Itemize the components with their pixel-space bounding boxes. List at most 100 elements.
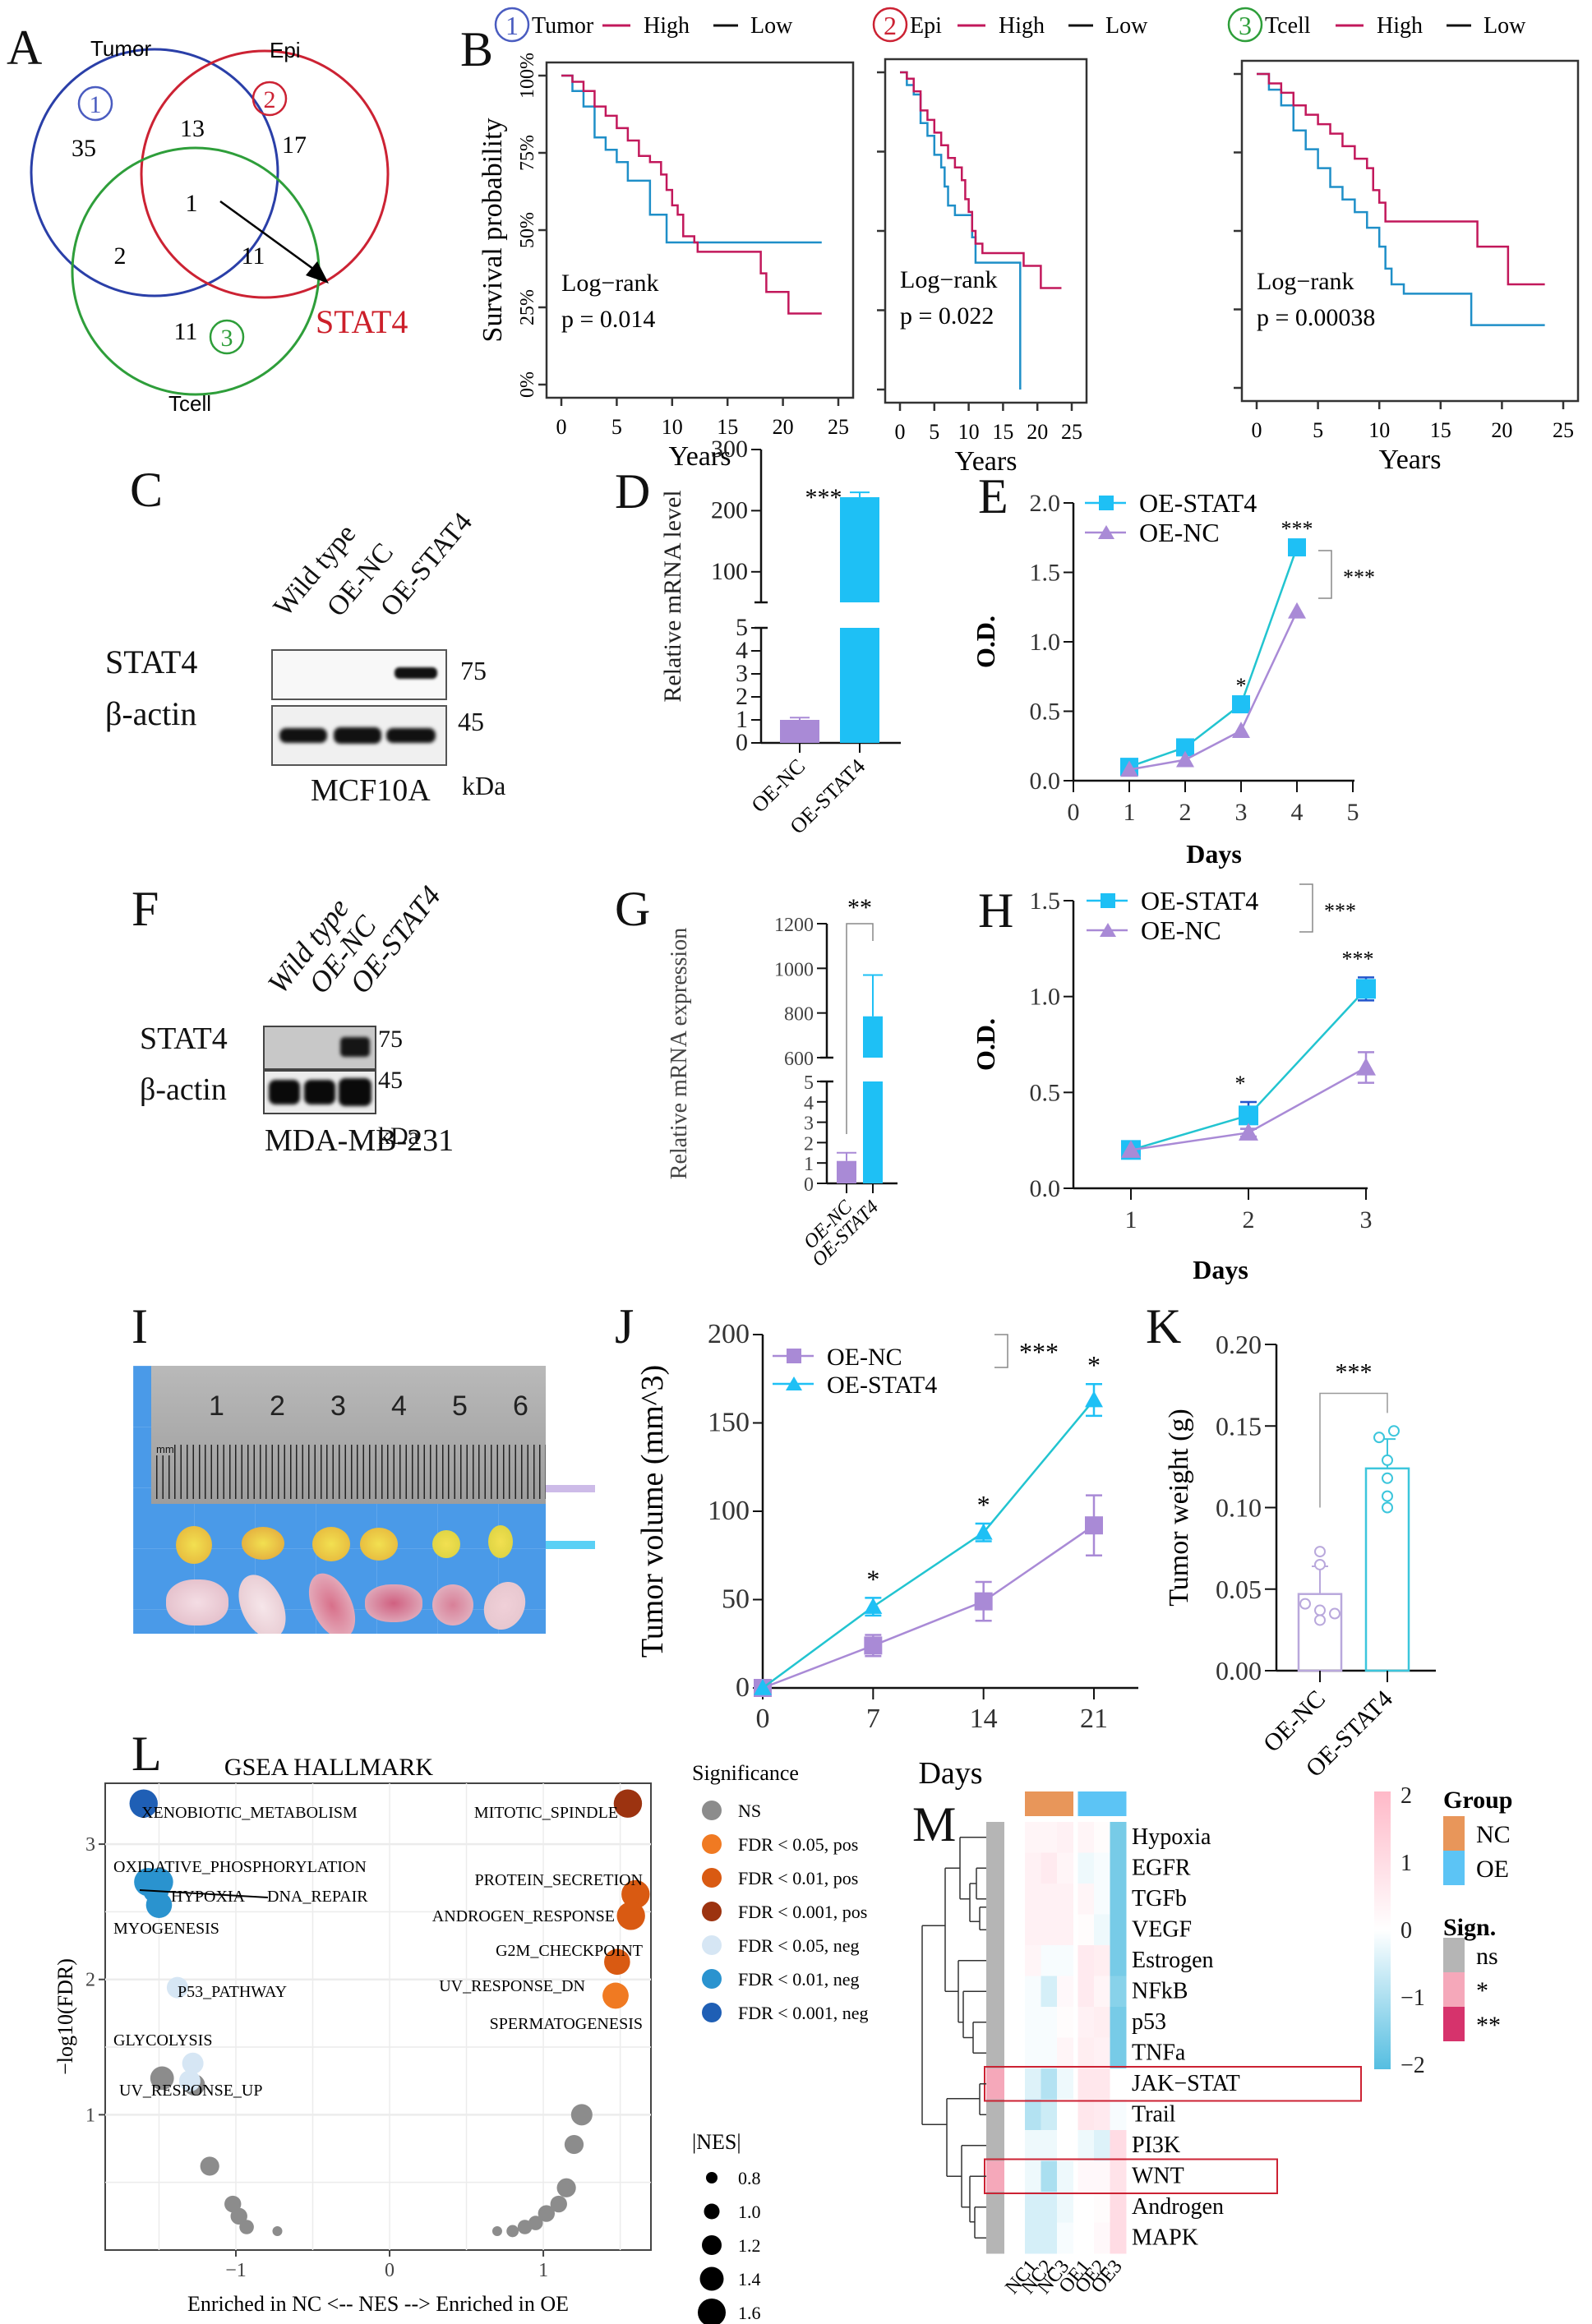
panel-label-c: C [130, 463, 164, 517]
legend-label: FDR < 0.001, pos [738, 1902, 867, 1922]
stat-test-label: Log−rank [900, 266, 998, 293]
data-point [1314, 1546, 1326, 1558]
ruler: mm [151, 1366, 546, 1504]
x-tick-label: 10 [958, 420, 980, 444]
data-point [613, 1789, 643, 1818]
point-label: DNA_REPAIR [267, 1888, 368, 1906]
y-tick-label: 2 [736, 683, 748, 710]
y-tick-label: 100 [711, 558, 748, 585]
heatmap-cell [1057, 2130, 1073, 2161]
x-axis-label: Days [1186, 839, 1242, 869]
row-label: VEGF [1132, 1917, 1192, 1943]
stat-test-label: Log−rank [1257, 268, 1354, 295]
blot-band [395, 667, 437, 679]
blot-band [279, 728, 327, 743]
group-marker-oe [546, 1541, 595, 1549]
series-line [1128, 546, 1299, 768]
km-plot-tumor: 1 Tumor High Low 0 5 10 15 20 25 Years 0% 25% 50% 75% 1… [478, 7, 855, 472]
heatmap-cell [1057, 2068, 1073, 2100]
heatmap-cell [1077, 1976, 1095, 2008]
y-tick-label: 0.0 [1030, 1175, 1061, 1202]
heatmap-cell [1041, 1884, 1058, 1915]
subplot-number-badge [1227, 7, 1263, 43]
heatmap-cell [1077, 2037, 1095, 2069]
legend-swatch [1443, 1816, 1465, 1851]
venn-number: 3 [221, 325, 233, 352]
data-point-triangle [1239, 1123, 1258, 1141]
km-plot-tcell: 3 Tcell High Low 0 5 10 15 20 25 Years Log−rank p = … [1227, 7, 1580, 475]
color-scale-bar [1374, 1791, 1391, 2069]
tumor-nc [176, 1526, 212, 1564]
legend-label-high: High [644, 13, 690, 39]
series-line [762, 1524, 1095, 1690]
km-curve-high [1257, 72, 1545, 286]
x-tick-label: 15 [1430, 418, 1451, 442]
panel-label-f: F [132, 882, 159, 936]
panel-label-a: A [7, 21, 43, 75]
x-tick-label: 20 [1491, 418, 1512, 442]
legend-label: FDR < 0.01, pos [738, 1868, 858, 1888]
heatmap-cell [1077, 1884, 1095, 1915]
tumor-nc [488, 1525, 513, 1558]
data-point-square [974, 1592, 993, 1611]
y-axis-label: O.D. [971, 1018, 1000, 1071]
heatmap-cell [1025, 1852, 1041, 1884]
heatmap-cell [1110, 2130, 1127, 2161]
heatmap-cell [1057, 2037, 1073, 2069]
y-tick-label: 200 [711, 496, 748, 523]
point-significance: * [1236, 674, 1247, 698]
data-point-triangle [1356, 1058, 1376, 1076]
panel-label-b: B [460, 22, 494, 76]
venn-region-count: 2 [114, 242, 127, 270]
legend-label: OE-NC [1141, 915, 1221, 945]
heatmap-cell [1025, 2192, 1041, 2223]
data-point [556, 2178, 576, 2197]
subplot-number: 1 [505, 11, 519, 40]
heatmap-cell [1110, 1884, 1127, 1915]
row-label: EGFR [1132, 1856, 1191, 1881]
data-point-triangle [1232, 722, 1250, 738]
y-tick-label: 0.20 [1216, 1330, 1262, 1359]
y-tick-label: 600 [784, 1049, 814, 1070]
heatmap-cell [1094, 1914, 1110, 1946]
y-tick-label: 300 [711, 436, 748, 463]
row-label: WNT [1132, 2164, 1184, 2189]
p-value-label: p = 0.014 [561, 306, 655, 333]
venn-set-label: Epi [270, 38, 301, 62]
legend-swatch [702, 1834, 722, 1854]
legend-title: Group [1443, 1787, 1512, 1814]
x-axis-label: Days [918, 1756, 982, 1791]
data-point [230, 2207, 247, 2225]
heatmap-cell [1077, 1914, 1095, 1946]
heatmap-cell [1041, 1822, 1058, 1853]
data-point [491, 2225, 502, 2236]
legend-title: Sign. [1443, 1914, 1496, 1941]
y-tick-label: 1 [736, 706, 748, 733]
y-tick-label: 0.5 [1030, 699, 1061, 726]
venn-region-count: 1 [186, 190, 198, 217]
legend-title: Tcell [1265, 13, 1311, 39]
x-tick-label: −1 [225, 2260, 247, 2281]
y-tick-label: 50 [722, 1584, 750, 1615]
heatmap-cell [1041, 2130, 1058, 2161]
heatmap-cell [1094, 2222, 1110, 2254]
km-plot-epi: 2 Epi High Low 0 5 10 15 20 25 Years Log−rank p = 0.… [872, 7, 1148, 477]
group-annotation-cell [1110, 1791, 1127, 1816]
data-point [604, 1948, 630, 1976]
km-curve-low [1257, 72, 1545, 326]
blot-band-strip [271, 705, 447, 766]
y-tick-label: 1200 [774, 915, 814, 936]
x-tick-label: 20 [773, 415, 794, 439]
data-point [506, 2225, 519, 2238]
heatmap-cell [1110, 1822, 1127, 1853]
heatmap-cell [1110, 2160, 1127, 2193]
panel-label-h: H [978, 883, 1014, 938]
legend-label: OE-STAT4 [1141, 886, 1258, 915]
y-tick-label: 0 [736, 729, 748, 756]
chart-title: GSEA HALLMARK [224, 1754, 434, 1781]
group-annotation-cell [1077, 1791, 1095, 1816]
subplot-number-badge [872, 7, 908, 43]
y-tick-label: 5 [736, 614, 748, 641]
legend-label: 0.8 [738, 2168, 761, 2188]
